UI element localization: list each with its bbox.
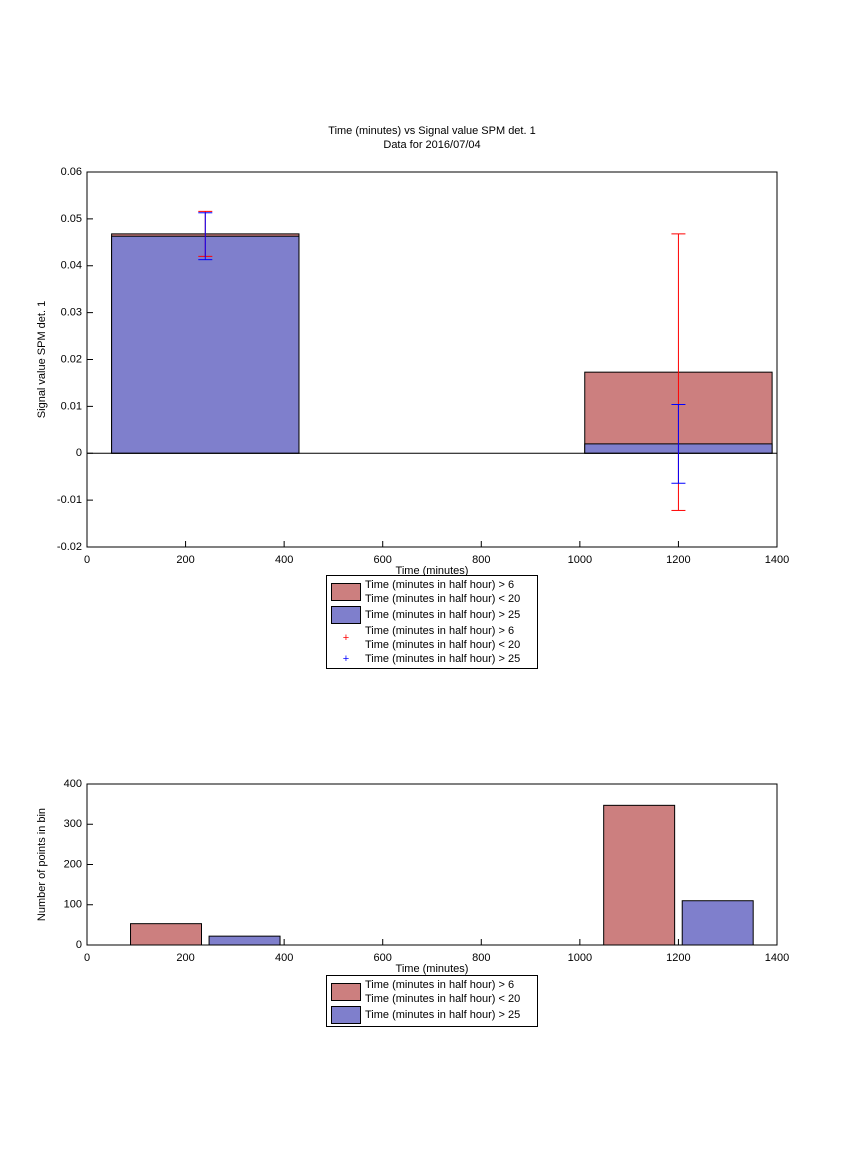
legend-entry: + Time (minutes in half hour) > 25: [331, 652, 533, 666]
legend-swatch: [331, 983, 361, 1001]
x-tick-label: 600: [374, 554, 392, 566]
legend-label: Time (minutes in half hour) > 6 Time (mi…: [365, 625, 521, 651]
x-tick-label: 1000: [568, 554, 592, 566]
legend-label: Time (minutes in half hour) > 6 Time (mi…: [365, 979, 521, 1005]
y-tick-label: 0.01: [61, 400, 82, 412]
y-tick-label: 0.03: [61, 307, 82, 319]
legend-marker: +: [342, 653, 350, 665]
x-tick-label: 200: [176, 952, 194, 964]
error-bar: [671, 404, 686, 484]
legend-swatch: [331, 1006, 361, 1024]
legend-entry: + Time (minutes in half hour) > 6 Time (m…: [331, 624, 533, 652]
legend-entry: Time (minutes in half hour) > 6 Time (mi…: [331, 578, 533, 606]
x-tick-label: 1400: [765, 952, 789, 964]
y-tick-label: 300: [64, 818, 82, 830]
x-tick-label: 800: [472, 554, 490, 566]
y-tick-label: 400: [64, 778, 82, 790]
y-tick-label: -0.02: [57, 541, 82, 553]
legend-label: Time (minutes in half hour) > 25: [365, 609, 521, 621]
x-tick-label: 0: [84, 952, 90, 964]
bar: [130, 923, 203, 946]
x-tick-label: 1400: [765, 554, 789, 566]
y-tick-label: 0: [76, 939, 82, 951]
chart-subtitle: Data for 2016/07/04: [383, 139, 480, 151]
chart-title: Time (minutes) vs Signal value SPM det. …: [328, 125, 535, 137]
error-bar: [198, 212, 213, 261]
legend-label: Time (minutes in half hour) > 6 Time (mi…: [365, 579, 521, 605]
legend-marker: +: [342, 632, 350, 644]
y-tick-label: 0.04: [61, 260, 82, 272]
bar: [603, 804, 676, 946]
x-axis-label: Time (minutes): [396, 963, 469, 975]
x-tick-label: 200: [176, 554, 194, 566]
legend-entry: Time (minutes in half hour) > 25: [331, 1006, 533, 1024]
y-tick-label: 100: [64, 899, 82, 911]
y-tick-label: 200: [64, 858, 82, 870]
x-tick-label: 800: [472, 952, 490, 964]
legend-swatch: [331, 583, 361, 601]
x-tick-label: 1000: [568, 952, 592, 964]
x-tick-label: 1200: [666, 554, 690, 566]
x-tick-label: 600: [374, 952, 392, 964]
legend-swatch: [331, 606, 361, 624]
legend-entry: Time (minutes in half hour) > 6 Time (mi…: [331, 978, 533, 1006]
y-tick-label: -0.01: [57, 494, 82, 506]
bar: [208, 935, 281, 946]
bar: [681, 900, 754, 946]
x-tick-label: 1200: [666, 952, 690, 964]
legend: Time (minutes in half hour) > 6 Time (mi…: [326, 975, 538, 1027]
x-axis-label: Time (minutes): [396, 565, 469, 577]
x-tick-label: 0: [84, 554, 90, 566]
legend-entry: Time (minutes in half hour) > 25: [331, 606, 533, 624]
legend-label: Time (minutes in half hour) > 25: [365, 653, 521, 665]
bar: [111, 235, 300, 454]
y-axis-label: Signal value SPM det. 1: [36, 301, 48, 418]
y-axis-label: Number of points in bin: [36, 808, 48, 921]
y-tick-label: 0.02: [61, 353, 82, 365]
y-tick-label: 0.06: [61, 166, 82, 178]
y-tick-label: 0: [76, 447, 82, 459]
x-tick-label: 400: [275, 554, 293, 566]
legend: Time (minutes in half hour) > 6 Time (mi…: [326, 575, 538, 669]
y-tick-label: 0.05: [61, 213, 82, 225]
legend-label: Time (minutes in half hour) > 25: [365, 1009, 521, 1021]
x-tick-label: 400: [275, 952, 293, 964]
